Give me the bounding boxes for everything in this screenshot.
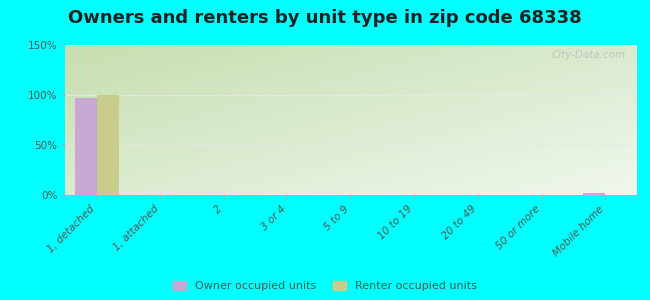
- Text: Owners and renters by unit type in zip code 68338: Owners and renters by unit type in zip c…: [68, 9, 582, 27]
- Text: City-Data.com: City-Data.com: [551, 50, 625, 59]
- Legend: Owner occupied units, Renter occupied units: Owner occupied units, Renter occupied un…: [173, 281, 477, 291]
- Bar: [583, 193, 605, 195]
- Bar: [75, 98, 97, 195]
- Bar: [97, 95, 119, 195]
